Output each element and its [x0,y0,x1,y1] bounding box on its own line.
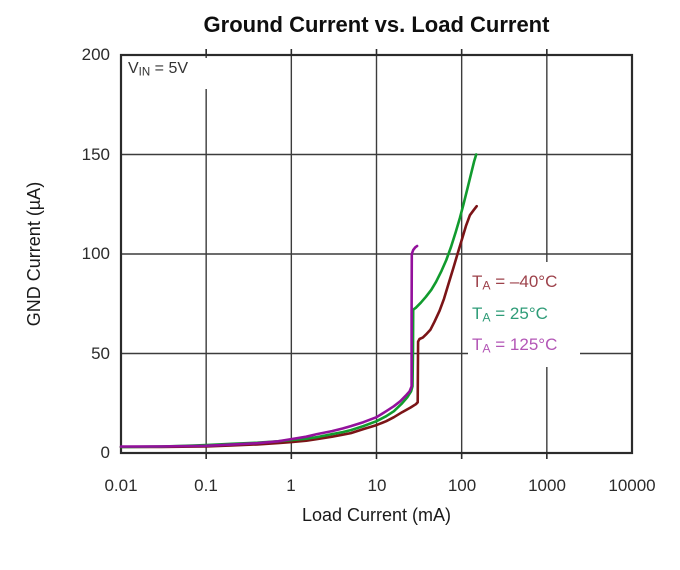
x-tick-label-0p01: 0.01 [104,476,138,495]
legend-item-minus40-sub: A [482,278,491,293]
x-tick-label-10: 10 [367,476,387,495]
x-axis-label: Load Current (mA) [301,505,452,525]
chart-title: Ground Current vs. Load Current [203,12,550,37]
x-tick-label-1: 1 [286,476,296,495]
legend-item-125-text: = 125°C [490,335,558,355]
vin-annotation-rest: = 5V [150,60,189,77]
y-tick-label-0: 0 [100,443,110,462]
legend-item-minus40-text: = –40°C [490,272,558,291]
legend-item-125-sub: A [482,342,491,357]
vin-annotation-sub: IN [138,66,151,79]
legend-item-125-prefix: T [472,335,483,355]
x-tick-label-100: 100 [447,476,477,495]
legend-item-minus40: TA = –40°C [472,268,580,300]
curve-2-TA125C [119,244,419,448]
vin-annotation: VIN = 5V [124,58,197,83]
y-tick-label-100: 100 [81,244,110,263]
curve-0-TA-40C [119,204,478,449]
legend-item-minus40-prefix: T [472,272,483,291]
curve-1-TA25C [119,153,478,449]
y-tick-label-150: 150 [81,145,110,164]
y-tick-label-50: 50 [91,344,110,363]
x-tick-label-0p1: 0.1 [194,476,218,495]
legend-item-25-sub: A [482,310,491,325]
vin-annotation-prefix: V [128,60,139,77]
y-tick-label-200: 200 [81,45,110,64]
x-tick-label-10000: 10000 [608,476,656,495]
y-axis-label: GND Current (µA) [24,181,44,327]
legend: TA = –40°C TA = 25°C TA = 125°C [468,262,580,368]
legend-item-25-text: = 25°C [490,303,548,323]
legend-item-125: TA = 125°C [472,331,580,363]
plot-frame [119,53,634,455]
legend-item-25-prefix: T [472,303,483,323]
x-tick-label-1000: 1000 [528,476,566,495]
legend-item-25: TA = 25°C [472,300,580,332]
